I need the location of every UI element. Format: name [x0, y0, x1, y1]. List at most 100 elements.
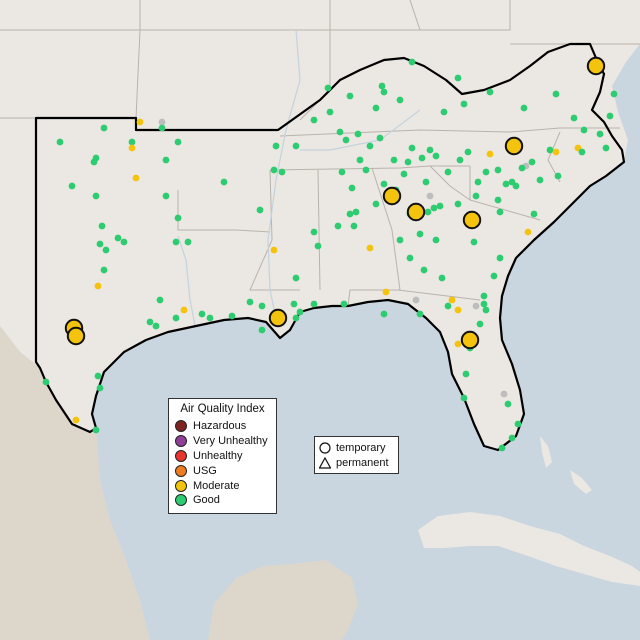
legend-row-permanent: permanent: [319, 456, 394, 471]
good-site-marker: [366, 142, 374, 150]
good-site-marker: [272, 142, 280, 150]
good-site-marker: [340, 300, 348, 308]
good-site-marker: [490, 272, 498, 280]
good-site-marker: [390, 156, 398, 164]
good-site-marker: [454, 74, 462, 82]
good-site-marker: [502, 180, 510, 188]
good-site-marker: [380, 310, 388, 318]
good-site-marker: [418, 154, 426, 162]
good-site-marker: [228, 312, 236, 320]
good-site-marker: [326, 108, 334, 116]
good-site-marker: [174, 138, 182, 146]
good-site-marker: [422, 178, 430, 186]
good-site-marker: [348, 184, 356, 192]
moderate-site-marker: [454, 306, 462, 314]
good-site-marker: [152, 322, 160, 330]
good-site-marker: [184, 238, 192, 246]
good-site-marker: [206, 314, 214, 322]
moderate-site-marker: [366, 244, 374, 252]
good-site-marker: [496, 254, 504, 262]
good-site-marker: [258, 326, 266, 334]
mexico-land: [0, 326, 150, 640]
good-site-marker: [580, 126, 588, 134]
good-site-marker: [552, 90, 560, 98]
moderate-site-marker: [72, 416, 80, 424]
good-site-marker: [416, 310, 424, 318]
good-site-marker: [512, 182, 520, 190]
good-site-marker: [162, 192, 170, 200]
good-site-marker: [346, 92, 354, 100]
good-site-marker: [172, 314, 180, 322]
moderate-temporary-marker: [382, 186, 402, 206]
moderate-site-marker: [524, 228, 532, 236]
good-site-marker: [444, 302, 452, 310]
moderate-temporary-marker: [586, 56, 606, 76]
triangle-icon: [319, 457, 331, 469]
good-site-marker: [378, 82, 386, 90]
good-site-marker: [68, 182, 76, 190]
good-site-marker: [596, 130, 604, 138]
good-site-marker: [404, 158, 412, 166]
good-site-marker: [372, 104, 380, 112]
good-site-marker: [518, 164, 526, 172]
moderate-temporary-marker: [462, 210, 482, 230]
good-site-marker: [396, 96, 404, 104]
good-site-marker: [460, 100, 468, 108]
good-site-marker: [514, 420, 522, 428]
good-site-marker: [462, 370, 470, 378]
good-site-marker: [100, 266, 108, 274]
good-site-marker: [396, 236, 404, 244]
moderate-site-marker: [270, 246, 278, 254]
aqi-legend: Air Quality Index Hazardous Very Unhealt…: [168, 398, 277, 514]
good-site-marker: [476, 320, 484, 328]
good-site-marker: [290, 300, 298, 308]
good-site-marker: [432, 236, 440, 244]
good-site-marker: [98, 222, 106, 230]
good-site-marker: [352, 208, 360, 216]
good-site-marker: [342, 136, 350, 144]
moderate-site-marker: [448, 296, 456, 304]
legend-label-hazardous: Hazardous: [193, 420, 247, 433]
inactive-site-marker: [426, 192, 434, 200]
legend-row-hazardous: Hazardous: [175, 419, 270, 434]
swatch-good: [175, 494, 187, 507]
good-site-marker: [508, 434, 516, 442]
good-site-marker: [92, 192, 100, 200]
good-site-marker: [494, 196, 502, 204]
moderate-site-marker: [454, 340, 462, 348]
good-site-marker: [474, 178, 482, 186]
good-site-marker: [408, 58, 416, 66]
good-site-marker: [246, 298, 254, 306]
legend-label-unhealthy: Unhealthy: [193, 449, 243, 462]
bahamas: [540, 436, 592, 494]
good-site-marker: [610, 90, 618, 98]
legend-label-usg: USG: [193, 464, 217, 477]
good-site-marker: [494, 166, 502, 174]
legend-title: Air Quality Index: [180, 403, 265, 415]
moderate-site-marker: [128, 144, 136, 152]
good-site-marker: [174, 214, 182, 222]
legend-row-moderate: Moderate: [175, 478, 270, 493]
cuba: [418, 512, 640, 586]
good-site-marker: [356, 156, 364, 164]
good-site-marker: [292, 142, 300, 150]
moderate-site-marker: [94, 282, 102, 290]
good-site-marker: [486, 88, 494, 96]
good-site-marker: [376, 134, 384, 142]
good-site-marker: [372, 200, 380, 208]
good-site-marker: [310, 116, 318, 124]
good-site-marker: [310, 228, 318, 236]
good-site-marker: [92, 154, 100, 162]
moderate-site-marker: [180, 306, 188, 314]
good-site-marker: [406, 254, 414, 262]
legend-label-moderate: Moderate: [193, 479, 240, 492]
good-site-marker: [92, 426, 100, 434]
good-site-marker: [296, 308, 304, 316]
good-site-marker: [162, 156, 170, 164]
good-site-marker: [554, 172, 562, 180]
good-site-marker: [440, 108, 448, 116]
moderate-temporary-marker: [66, 326, 86, 346]
legend-row-temporary: temporary: [319, 441, 394, 456]
good-site-marker: [444, 168, 452, 176]
